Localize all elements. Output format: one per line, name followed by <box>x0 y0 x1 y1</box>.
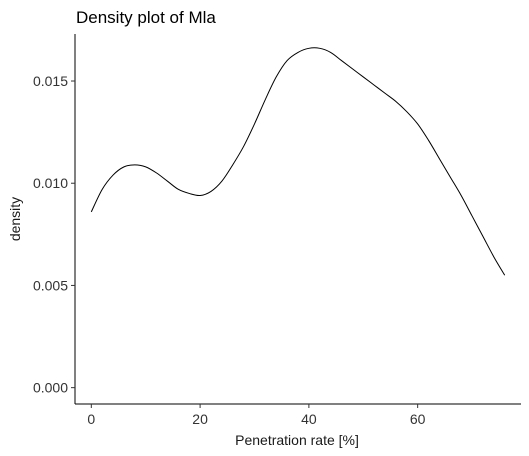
y-tick-label: 0.005 <box>33 277 68 293</box>
density-line-series-0 <box>90 47 506 276</box>
y-tick-label: 0.010 <box>33 175 68 191</box>
y-tick-label: 0.015 <box>33 73 68 89</box>
x-tick-label: 60 <box>410 411 426 427</box>
x-tick-label: 20 <box>192 411 208 427</box>
x-tick-label: 0 <box>87 411 95 427</box>
y-axis-ticks: 0.000 0.005 0.010 0.015 <box>33 73 75 396</box>
plot-marks <box>90 47 506 276</box>
y-axis-label: density <box>7 197 23 241</box>
chart-title: Density plot of Mla <box>76 8 216 27</box>
y-tick-label: 0.000 <box>33 380 68 396</box>
x-tick-label: 40 <box>301 411 317 427</box>
x-axis-label: Penetration rate [%] <box>235 432 359 448</box>
x-axis-ticks: 0 20 40 60 <box>87 404 426 427</box>
